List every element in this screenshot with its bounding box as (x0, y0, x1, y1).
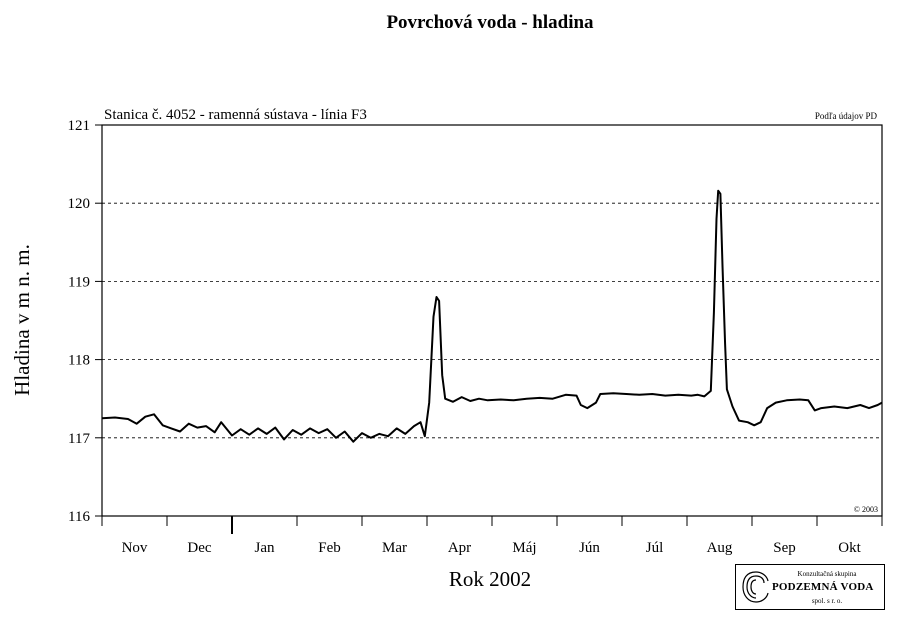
x-tick-label: Jún (579, 540, 600, 556)
plot-area (101, 124, 883, 517)
x-tick-label: Sep (773, 540, 796, 556)
y-axis-ticks: 116 117 118 119 120 121 (68, 118, 102, 525)
x-tick-label: Apr (448, 540, 471, 556)
chart-title: Povrchová voda - hladina (386, 12, 594, 33)
x-tick-label: Nov (122, 540, 148, 556)
x-tick-label: Okt (838, 540, 861, 556)
y-tick-label: 118 (68, 353, 90, 369)
y-tick-label: 116 (68, 509, 90, 525)
company-logo: Konzultačná skupina PODZEMNÁ VODA spol. … (735, 564, 885, 610)
x-tick-label: Mar (382, 540, 407, 556)
y-tick-label: 121 (68, 118, 91, 134)
logo-main-text: PODZEMNÁ VODA (772, 581, 874, 593)
chart-subtitle: Stanica č. 4052 - ramenná sústava - líni… (104, 107, 367, 123)
logo-mark-icon (742, 571, 769, 603)
x-tick-label: Aug (707, 540, 733, 556)
x-tick-label: Júl (646, 540, 664, 556)
y-axis-label: Hladina v m n. m. (10, 244, 34, 396)
x-axis-label: Rok 2002 (449, 567, 531, 591)
x-tick-label: Máj (512, 540, 536, 556)
copyright-note: © 2003 (854, 505, 878, 514)
source-note: Podľa údajov PD (815, 111, 878, 121)
plot-frame (101, 124, 883, 517)
x-tick-label: Jan (255, 540, 275, 556)
series-line (101, 189, 883, 443)
logo-top-text: Konzultačná skupina (797, 570, 857, 578)
x-tick-label: Feb (318, 540, 341, 556)
x-tick-label: Dec (187, 540, 211, 556)
y-tick-label: 119 (68, 274, 90, 290)
y-tick-label: 120 (68, 196, 91, 212)
x-axis-ticks: Nov Dec Jan Feb Mar Apr Máj Jún Júl Aug Sep Okt (101, 516, 883, 556)
y-tick-label: 117 (68, 431, 90, 447)
logo-sub-text: spol. s r. o. (811, 597, 843, 605)
